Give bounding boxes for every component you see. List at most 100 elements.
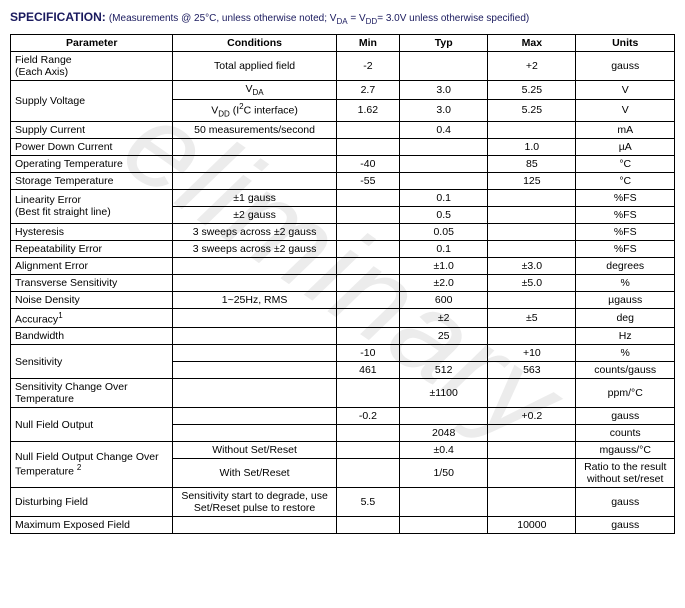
- min-cell: 461: [336, 362, 399, 379]
- param-cell: Operating Temperature: [11, 155, 173, 172]
- col-units: Units: [576, 35, 675, 52]
- max-cell: +10: [488, 345, 576, 362]
- param-cell: Hysteresis: [11, 223, 173, 240]
- table-row: Supply VoltageVDA2.73.05.25V: [11, 81, 675, 100]
- min-cell: [336, 206, 399, 223]
- cond-cell: 50 measurements/second: [173, 121, 336, 138]
- typ-cell: [400, 172, 488, 189]
- param-cell: Linearity Error(Best fit straight line): [11, 189, 173, 223]
- units-cell: %FS: [576, 206, 675, 223]
- table-row: Accuracy1±2±5deg: [11, 308, 675, 328]
- header: SPECIFICATION: (Measurements @ 25°C, unl…: [10, 10, 675, 26]
- cond-cell: 3 sweeps across ±2 gauss: [173, 223, 336, 240]
- min-cell: [336, 291, 399, 308]
- param-cell: Field Range(Each Axis): [11, 52, 173, 81]
- table-row: Sensitivity-10+10%: [11, 345, 675, 362]
- table-row: Power Down Current1.0µA: [11, 138, 675, 155]
- cond-cell: [173, 408, 336, 425]
- col-conditions: Conditions: [173, 35, 336, 52]
- typ-cell: 512: [400, 362, 488, 379]
- cond-cell: VDD (I2C interface): [173, 100, 336, 122]
- table-row: Alignment Error±1.0±3.0degrees: [11, 257, 675, 274]
- max-cell: 85: [488, 155, 576, 172]
- cond-cell: [173, 517, 336, 534]
- units-cell: counts: [576, 425, 675, 442]
- typ-cell: 2048: [400, 425, 488, 442]
- typ-cell: [400, 155, 488, 172]
- cond-cell: 1~25Hz, RMS: [173, 291, 336, 308]
- min-cell: [336, 379, 399, 408]
- max-cell: 10000: [488, 517, 576, 534]
- min-cell: [336, 189, 399, 206]
- col-typ: Typ: [400, 35, 488, 52]
- subtitle-mid: = V: [348, 13, 366, 24]
- param-cell: Accuracy1: [11, 308, 173, 328]
- units-cell: deg: [576, 308, 675, 328]
- min-cell: 1.62: [336, 100, 399, 122]
- typ-cell: 25: [400, 328, 488, 345]
- max-cell: [488, 442, 576, 459]
- max-cell: [488, 189, 576, 206]
- max-cell: [488, 425, 576, 442]
- param-cell: Maximum Exposed Field: [11, 517, 173, 534]
- max-cell: 125: [488, 172, 576, 189]
- max-cell: [488, 379, 576, 408]
- cond-cell: [173, 172, 336, 189]
- min-cell: [336, 308, 399, 328]
- subtitle-sub2: DD: [366, 17, 378, 26]
- units-cell: mgauss/°C: [576, 442, 675, 459]
- spec-table: Parameter Conditions Min Typ Max Units F…: [10, 34, 675, 534]
- table-row: Storage Temperature-55125°C: [11, 172, 675, 189]
- units-cell: %: [576, 274, 675, 291]
- table-row: Bandwidth 25 Hz: [11, 328, 675, 345]
- units-cell: Hz: [576, 328, 675, 345]
- col-parameter: Parameter: [11, 35, 173, 52]
- typ-cell: ±2: [400, 308, 488, 328]
- cond-cell: [173, 257, 336, 274]
- table-row: Maximum Exposed Field10000gauss: [11, 517, 675, 534]
- units-cell: gauss: [576, 52, 675, 81]
- min-cell: [336, 442, 399, 459]
- units-cell: gauss: [576, 488, 675, 517]
- typ-cell: ±0.4: [400, 442, 488, 459]
- min-cell: [336, 274, 399, 291]
- cond-cell: Total applied field: [173, 52, 336, 81]
- units-cell: counts/gauss: [576, 362, 675, 379]
- max-cell: [488, 488, 576, 517]
- table-row: Disturbing FieldSensitivity start to deg…: [11, 488, 675, 517]
- table-row: Linearity Error(Best fit straight line)±…: [11, 189, 675, 206]
- max-cell: +2: [488, 52, 576, 81]
- param-cell: Disturbing Field: [11, 488, 173, 517]
- units-cell: %: [576, 345, 675, 362]
- param-cell: Bandwidth: [11, 328, 173, 345]
- units-cell: gauss: [576, 408, 675, 425]
- table-row: Repeatability Error3 sweeps across ±2 ga…: [11, 240, 675, 257]
- cond-cell: With Set/Reset: [173, 459, 336, 488]
- table-row: Null Field Output-0.2+0.2gauss: [11, 408, 675, 425]
- units-cell: Ratio to the result without set/reset: [576, 459, 675, 488]
- min-cell: [336, 328, 399, 345]
- cond-cell: [173, 362, 336, 379]
- units-cell: V: [576, 100, 675, 122]
- table-row: Supply Current50 measurements/second0.4m…: [11, 121, 675, 138]
- max-cell: [488, 291, 576, 308]
- cond-cell: [173, 345, 336, 362]
- max-cell: [488, 206, 576, 223]
- subtitle-sub1: DA: [336, 17, 347, 26]
- typ-cell: 3.0: [400, 81, 488, 100]
- typ-cell: 0.1: [400, 189, 488, 206]
- typ-cell: 0.5: [400, 206, 488, 223]
- typ-cell: [400, 345, 488, 362]
- min-cell: -10: [336, 345, 399, 362]
- param-cell: Storage Temperature: [11, 172, 173, 189]
- units-cell: µgauss: [576, 291, 675, 308]
- units-cell: %FS: [576, 240, 675, 257]
- table-row: Null Field Output Change Over Temperatur…: [11, 442, 675, 459]
- param-cell: Null Field Output: [11, 408, 173, 442]
- cond-cell: [173, 138, 336, 155]
- param-cell: Sensitivity: [11, 345, 173, 379]
- units-cell: °C: [576, 172, 675, 189]
- table-body: Field Range(Each Axis)Total applied fiel…: [11, 52, 675, 534]
- min-cell: 2.7: [336, 81, 399, 100]
- max-cell: 5.25: [488, 81, 576, 100]
